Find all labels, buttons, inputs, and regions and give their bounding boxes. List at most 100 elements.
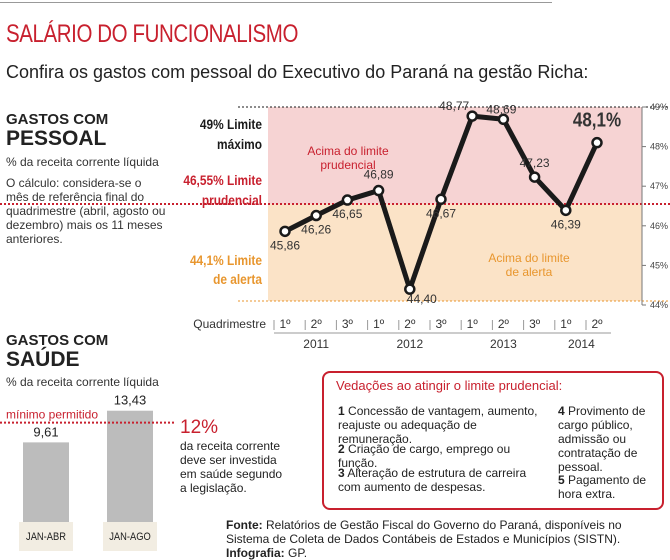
vedacao-item-1: 1 Concessão de vantagem, aumento, reajus… [338, 404, 538, 446]
data-label: 46,65 [332, 207, 362, 221]
zone-label-prudencial-a: Acima do limite [307, 144, 389, 158]
saude-caption: da receita corrente deve ser investida e… [180, 439, 283, 495]
saude-big-percent: 12% [180, 417, 219, 438]
zone-label-alerta-b: de alerta [506, 265, 553, 279]
quadrimestre-label: 1º [373, 317, 385, 331]
quadrimestre-label: 3º [342, 317, 354, 331]
quadrimestre-label: 1º [560, 317, 572, 331]
source-label: Fonte: [226, 518, 263, 532]
year-label: 2013 [490, 337, 517, 351]
saude-category-label: JAN-AGO [109, 531, 151, 543]
year-label: 2012 [396, 337, 423, 351]
data-point [560, 204, 572, 217]
data-point [310, 209, 322, 222]
data-label: 44,40 [407, 292, 437, 306]
data-label: 46,67 [426, 206, 456, 220]
data-point [279, 225, 291, 238]
vedacao-text: Provimento de cargo público, admissão ou… [558, 404, 646, 474]
saude-bar-value: 9,61 [33, 424, 58, 439]
vedacao-num: 3 [338, 466, 345, 480]
threshold-label-prudencial-a: 46,55% Limite [183, 172, 262, 188]
quadrimestre-label: 2º [404, 317, 416, 331]
data-label: 48,1% [573, 108, 621, 131]
data-point [404, 283, 416, 295]
vedacao-item-4: 4 Provimento de cargo público, admissão … [558, 404, 658, 474]
quadrimestre-label: 3º [529, 317, 541, 331]
vedacao-num: 4 [558, 404, 565, 418]
pessoal-unit: % da receita corrente líquida [6, 155, 159, 169]
infografia-value: GP. [288, 546, 308, 560]
y-tick-label: 49% [650, 102, 668, 112]
saude-bar-value: 13,43 [114, 393, 147, 408]
pessoal-heading-a: GASTOS COM [6, 111, 109, 128]
saude-heading-a: GASTOS COM [6, 332, 109, 349]
vedacao-num: 1 [338, 404, 345, 418]
saude-category-label: JAN-ABR [26, 531, 66, 543]
data-label: 46,26 [301, 223, 331, 237]
saude-unit: % da receita corrente líquida [6, 375, 159, 389]
zone-above-alerta [268, 204, 642, 302]
x-axis-title: Quadrimestre [193, 317, 266, 331]
vedacao-item-5: 5 Pagamento de hora extra. [558, 473, 658, 501]
data-point [591, 136, 603, 149]
threshold-label-prudencial-b: prudencial [202, 192, 262, 208]
saude-bar [107, 410, 153, 522]
vedacao-item-2: 2 Criação de cargo, emprego ou função. [338, 442, 538, 470]
data-label: 45,86 [270, 238, 300, 252]
data-point [528, 171, 541, 183]
vedacao-num: 5 [558, 473, 565, 487]
infografia-label: Infografia: [226, 546, 285, 560]
source-text: Relatórios de Gestão Fiscal do Governo d… [226, 518, 622, 546]
saude-category-bg [19, 522, 73, 551]
zone-label-alerta-a: Acima do limite [488, 251, 570, 265]
data-label: 46,89 [364, 168, 394, 182]
saude-heading-b: SAÚDE [6, 348, 80, 371]
vedacoes-box [322, 371, 664, 510]
vedacao-text: Alteração de estrutura de carreira com a… [338, 466, 527, 494]
pessoal-line-chart: 49% 48% 47% 46% 45% 44% 49% Limite máximo 46,55… [0, 99, 670, 351]
quadrimestre-label: 1º [467, 317, 479, 331]
year-label: 2014 [568, 337, 595, 351]
quadrimestre-label: 2º [311, 317, 323, 331]
pessoal-heading-b: PESSOAL [6, 127, 107, 150]
threshold-label-maximo-b: máximo [217, 136, 262, 152]
y-tick-label: 44% [650, 300, 668, 310]
data-label: 46,39 [551, 217, 581, 231]
infographic-subtitle: Confira os gastos com pessoal do Executi… [6, 62, 589, 82]
threshold-label-alerta-b: de alerta [213, 271, 263, 287]
threshold-label-alerta-a: 44,1% Limite [190, 252, 262, 268]
saude-category-bg [103, 522, 157, 551]
quadrimestre-label: 1º [279, 317, 291, 331]
data-point [372, 184, 385, 197]
y-tick-label: 47% [650, 181, 668, 191]
vedacoes-title: Vedações ao atingir o limite prudencial: [336, 378, 563, 393]
saude-bar-chart: 9,61 JAN-ABR 13,43 JAN-AGO mínimo permitido [0, 393, 176, 551]
quadrimestre-label: 3º [435, 317, 447, 331]
threshold-label-maximo-a: 49% Limite [200, 116, 262, 132]
data-label: 48,77 [439, 99, 469, 113]
year-label: 2011 [303, 337, 329, 351]
data-point [497, 113, 510, 126]
vedacao-text: Pagamento de hora extra. [558, 473, 647, 501]
top-rule [0, 2, 552, 3]
data-point [341, 194, 354, 206]
zone-label-prudencial-b: prudencial [320, 158, 375, 172]
data-label: 48,69 [486, 102, 516, 116]
vedacao-text: Concessão de vantagem, aumento, reajuste… [338, 404, 538, 446]
infographic-title: SALÁRIO DO FUNCIONALISMO [6, 20, 299, 48]
vedacao-num: 2 [338, 442, 345, 456]
vedacao-item-3: 3 Alteração de estrutura de carreira com… [338, 466, 538, 494]
y-tick-label: 48% [650, 142, 668, 152]
pessoal-note: O cálculo: considera-se o mês de referên… [6, 176, 166, 246]
saude-min-label: mínimo permitido [6, 408, 98, 422]
quadrimestre-label: 2º [498, 317, 510, 331]
quadrimestre-label: 2º [591, 317, 603, 331]
data-point [466, 110, 478, 122]
vedacao-text: Criação de cargo, emprego ou função. [338, 442, 511, 470]
saude-bar [23, 442, 69, 522]
y-tick-label: 46% [650, 221, 668, 231]
y-tick-label: 45% [650, 260, 668, 270]
source-note: Fonte: Relatórios de Gestão Fiscal do Go… [226, 518, 666, 560]
data-label: 47,23 [520, 156, 550, 170]
data-point [435, 193, 447, 206]
